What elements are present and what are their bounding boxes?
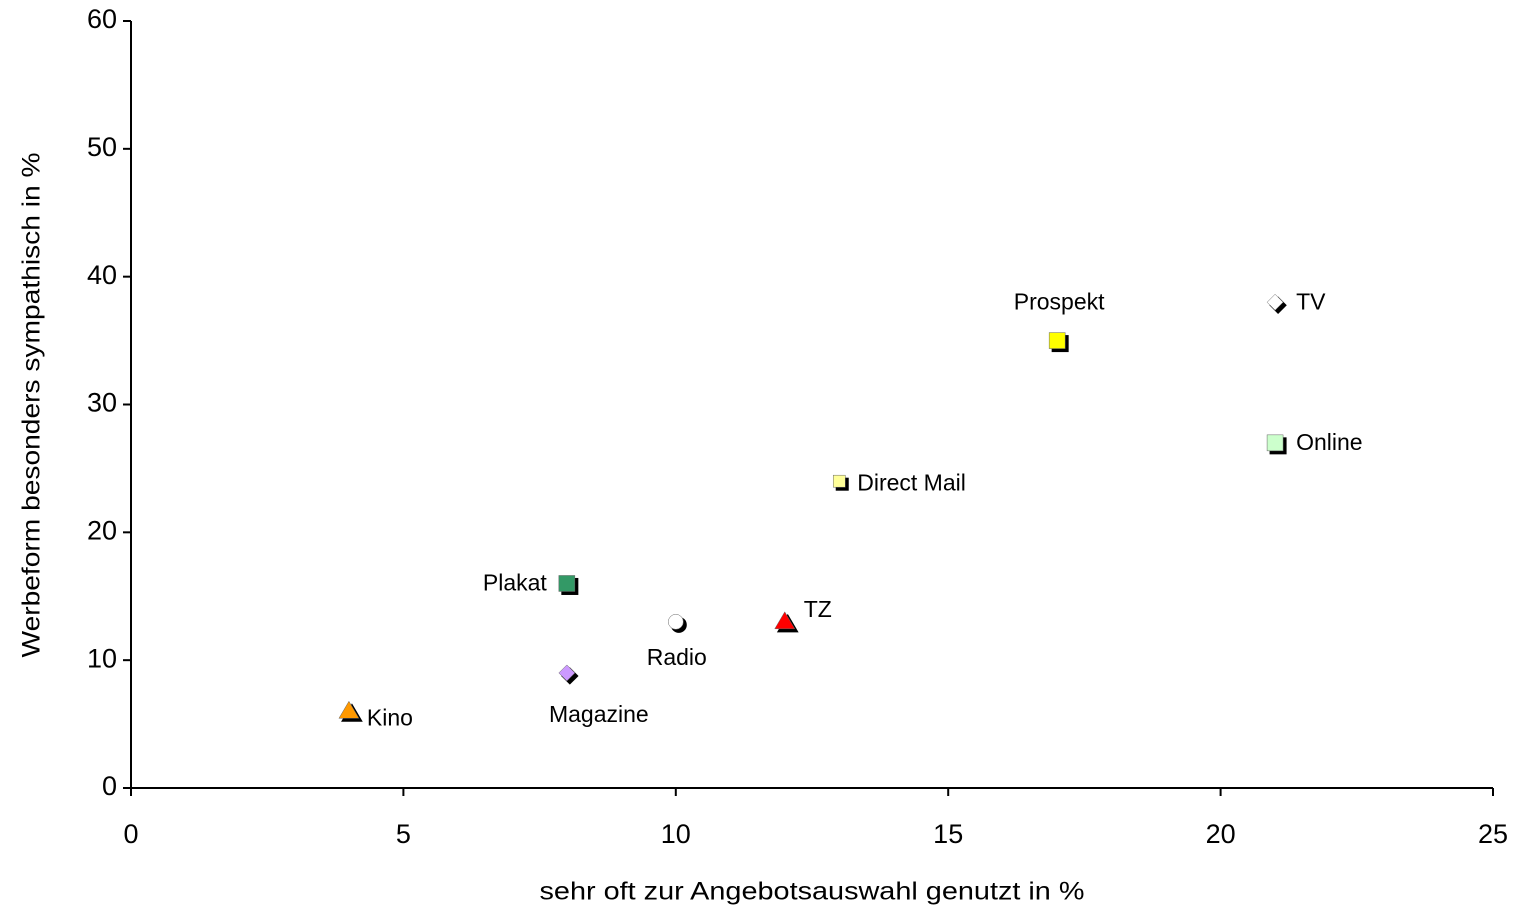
point <box>1266 434 1284 452</box>
x-tick-label: 10 <box>661 819 691 849</box>
point-label: Prospekt <box>1014 289 1105 315</box>
y-tick-label: 40 <box>87 260 117 290</box>
point <box>558 664 576 682</box>
point <box>558 575 576 592</box>
x-tick-label: 20 <box>1206 819 1236 849</box>
point-label: Plakat <box>483 570 548 596</box>
x-tick-label: 25 <box>1478 819 1508 849</box>
point-label: TV <box>1296 288 1326 314</box>
point-label: Online <box>1296 429 1362 455</box>
point-label: Kino <box>367 704 413 730</box>
point-label: Magazine <box>549 701 649 727</box>
x-axis-title: sehr oft zur Angebotsauswahl genutzt in … <box>540 878 1085 906</box>
x-tick-label: 0 <box>123 819 138 849</box>
x-tick-label: 15 <box>933 819 963 849</box>
y-tick-label: 10 <box>87 643 117 673</box>
y-tick-label: 30 <box>87 388 117 418</box>
point-label: Radio <box>647 644 707 670</box>
point <box>832 474 846 488</box>
y-tick-label: 20 <box>87 515 117 545</box>
point-label: Direct Mail <box>857 469 966 495</box>
point-label: TZ <box>804 596 832 622</box>
x-tick-label: 5 <box>396 819 411 849</box>
point <box>774 611 796 630</box>
point <box>338 700 360 719</box>
y-tick-label: 60 <box>87 4 117 34</box>
y-axis-title: Werbeform besonders sympathisch in % <box>18 152 46 657</box>
y-tick-label: 0 <box>102 771 117 801</box>
point <box>668 614 684 630</box>
point <box>1048 332 1066 349</box>
point <box>1266 293 1284 311</box>
y-tick-label: 50 <box>87 132 117 162</box>
